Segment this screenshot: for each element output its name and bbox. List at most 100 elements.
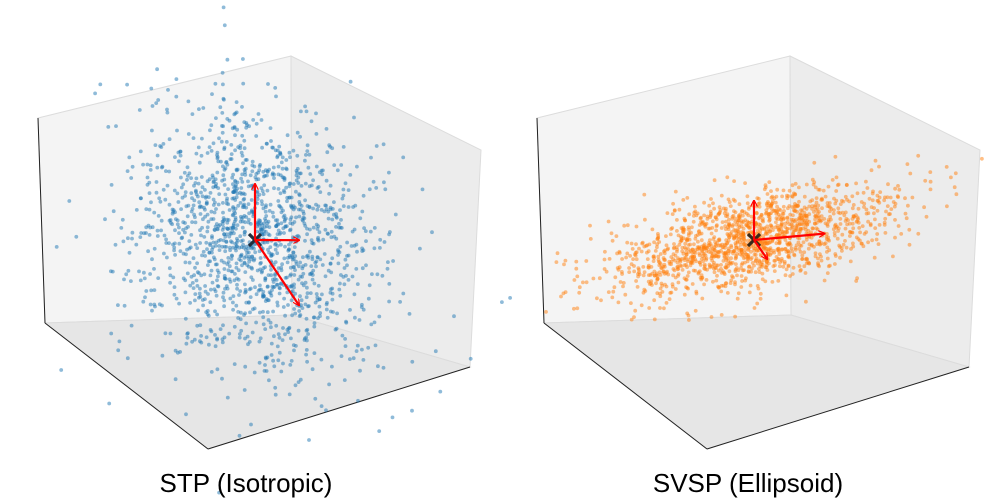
data-point (250, 159, 255, 164)
data-point (241, 215, 245, 220)
data-point (897, 187, 902, 192)
data-point (916, 231, 921, 236)
data-point (280, 166, 285, 171)
data-point (277, 335, 282, 340)
data-point (664, 284, 669, 289)
data-point (222, 260, 227, 265)
data-point (620, 257, 624, 261)
data-point (721, 206, 726, 211)
data-point (149, 288, 154, 293)
data-point (318, 190, 323, 195)
data-point (164, 237, 169, 242)
data-point (254, 121, 259, 126)
axis-edge-front-left (44, 322, 209, 450)
data-point (802, 214, 807, 219)
data-point (687, 318, 691, 322)
data-point (702, 213, 706, 218)
data-point (343, 257, 348, 262)
data-point (709, 315, 714, 319)
data-point (282, 190, 287, 195)
data-point (268, 320, 273, 325)
data-point (172, 188, 177, 193)
data-point (200, 253, 204, 258)
data-point (702, 242, 707, 247)
data-point (655, 245, 659, 250)
data-point (836, 206, 841, 211)
data-point (746, 238, 751, 243)
data-point (816, 256, 820, 261)
data-point (245, 334, 250, 339)
data-point (190, 207, 195, 211)
data-point (949, 175, 953, 180)
data-point (843, 226, 848, 231)
data-point (270, 252, 275, 257)
data-point (244, 321, 249, 326)
arrows-stp (247, 184, 299, 305)
data-point (789, 246, 794, 251)
data-point (161, 187, 166, 192)
data-point (370, 272, 374, 276)
data-point (303, 238, 307, 243)
data-point (658, 262, 663, 266)
data-point (686, 270, 691, 275)
data-point (287, 150, 292, 155)
data-point (815, 211, 820, 215)
data-point (338, 293, 343, 298)
data-point (220, 130, 225, 135)
data-point (699, 257, 704, 261)
data-point (271, 309, 275, 314)
data-point (225, 226, 230, 231)
data-point (303, 181, 308, 186)
data-point (172, 292, 177, 297)
data-point (313, 396, 318, 401)
data-point (273, 260, 278, 264)
data-point (719, 248, 723, 253)
data-point (770, 201, 775, 206)
arrows-svsp (746, 201, 824, 259)
data-point (783, 221, 788, 226)
data-point (142, 276, 147, 281)
data-point (263, 299, 268, 303)
data-point (195, 323, 200, 328)
data-point (235, 282, 239, 287)
data-point (827, 204, 831, 209)
data-point (922, 205, 926, 210)
data-point (764, 265, 769, 270)
data-point (899, 232, 904, 236)
data-point (418, 246, 422, 251)
data-point (355, 282, 360, 286)
data-point (305, 149, 310, 154)
data-point (303, 280, 308, 285)
data-point (191, 286, 196, 290)
data-point (338, 208, 342, 213)
data-point (614, 234, 619, 239)
data-point (269, 325, 273, 330)
data-point (793, 181, 798, 186)
data-point (243, 158, 248, 162)
data-point (188, 301, 193, 305)
data-point (652, 317, 657, 322)
data-point (371, 179, 376, 184)
data-point (699, 273, 704, 278)
data-point (838, 202, 843, 207)
data-point (120, 217, 125, 222)
data-point (174, 77, 179, 81)
data-point (208, 128, 212, 133)
data-point (202, 272, 207, 277)
data-point (875, 198, 880, 203)
data-point (597, 276, 602, 281)
data-point (739, 274, 744, 278)
data-point (161, 142, 166, 146)
data-point (705, 217, 710, 221)
data-point (340, 333, 345, 338)
data-point (756, 196, 761, 201)
data-point (287, 181, 292, 186)
data-point (653, 249, 658, 253)
data-point (884, 209, 888, 214)
data-point (723, 224, 728, 229)
data-point (685, 265, 689, 269)
data-point (215, 170, 220, 175)
data-point (285, 327, 290, 332)
data-point (889, 207, 894, 212)
data-point (217, 244, 222, 248)
